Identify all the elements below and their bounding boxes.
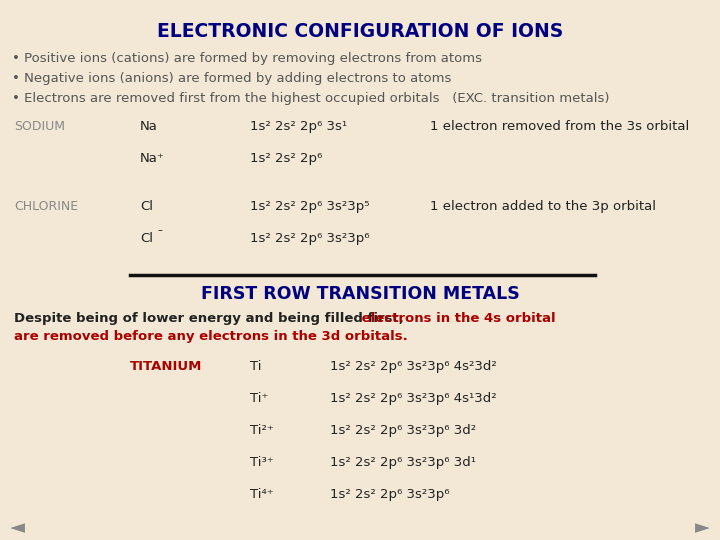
Text: 1s² 2s² 2p⁶ 3s²3p⁶ 3d¹: 1s² 2s² 2p⁶ 3s²3p⁶ 3d¹ <box>330 456 476 469</box>
Text: 1s² 2s² 2p⁶ 3s²3p⁶ 4s¹3d²: 1s² 2s² 2p⁶ 3s²3p⁶ 4s¹3d² <box>330 392 497 405</box>
Text: 1s² 2s² 2p⁶ 3s¹: 1s² 2s² 2p⁶ 3s¹ <box>250 120 347 133</box>
Text: CHLORINE: CHLORINE <box>14 200 78 213</box>
Text: are removed before any electrons in the 3d orbitals.: are removed before any electrons in the … <box>14 330 408 343</box>
Text: 1s² 2s² 2p⁶ 3s²3p⁵: 1s² 2s² 2p⁶ 3s²3p⁵ <box>250 200 369 213</box>
Text: TITANIUM: TITANIUM <box>130 360 202 373</box>
Text: electrons in the 4s orbital: electrons in the 4s orbital <box>357 312 556 325</box>
Text: Ti²⁺: Ti²⁺ <box>250 424 274 437</box>
Text: 1 electron removed from the 3s orbital: 1 electron removed from the 3s orbital <box>430 120 689 133</box>
Text: ◄: ◄ <box>10 518 25 537</box>
Text: 1s² 2s² 2p⁶: 1s² 2s² 2p⁶ <box>250 152 323 165</box>
Text: ►: ► <box>695 518 710 537</box>
Text: • Electrons are removed first from the highest occupied orbitals   (EXC. transit: • Electrons are removed first from the h… <box>12 92 610 105</box>
Text: 1s² 2s² 2p⁶ 3s²3p⁶: 1s² 2s² 2p⁶ 3s²3p⁶ <box>250 232 369 245</box>
Text: Ti⁴⁺: Ti⁴⁺ <box>250 488 274 501</box>
Text: Cl: Cl <box>140 232 153 245</box>
Text: Na⁺: Na⁺ <box>140 152 165 165</box>
Text: 1 electron added to the 3p orbital: 1 electron added to the 3p orbital <box>430 200 656 213</box>
Text: Ti⁺: Ti⁺ <box>250 392 269 405</box>
Text: FIRST ROW TRANSITION METALS: FIRST ROW TRANSITION METALS <box>201 285 519 303</box>
Text: –: – <box>158 225 163 235</box>
Text: • Negative ions (anions) are formed by adding electrons to atoms: • Negative ions (anions) are formed by a… <box>12 72 451 85</box>
Text: 1s² 2s² 2p⁶ 3s²3p⁶ 4s²3d²: 1s² 2s² 2p⁶ 3s²3p⁶ 4s²3d² <box>330 360 497 373</box>
Text: • Positive ions (cations) are formed by removing electrons from atoms: • Positive ions (cations) are formed by … <box>12 52 482 65</box>
Text: Despite being of lower energy and being filled first,: Despite being of lower energy and being … <box>14 312 404 325</box>
Text: Ti: Ti <box>250 360 261 373</box>
Text: Na: Na <box>140 120 158 133</box>
Text: SODIUM: SODIUM <box>14 120 65 133</box>
Text: ELECTRONIC CONFIGURATION OF IONS: ELECTRONIC CONFIGURATION OF IONS <box>157 22 563 41</box>
Text: Ti³⁺: Ti³⁺ <box>250 456 274 469</box>
Text: 1s² 2s² 2p⁶ 3s²3p⁶: 1s² 2s² 2p⁶ 3s²3p⁶ <box>330 488 449 501</box>
Text: Cl: Cl <box>140 200 153 213</box>
Text: 1s² 2s² 2p⁶ 3s²3p⁶ 3d²: 1s² 2s² 2p⁶ 3s²3p⁶ 3d² <box>330 424 476 437</box>
